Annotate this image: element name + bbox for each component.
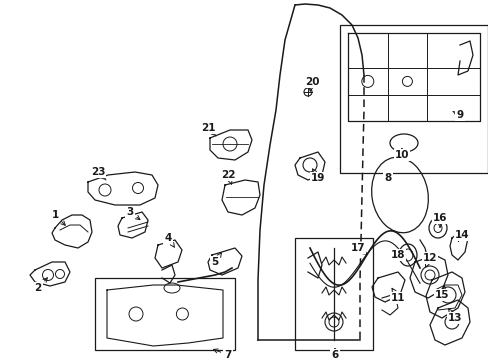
Bar bbox=[339, 25, 487, 173]
Text: 23: 23 bbox=[91, 167, 106, 180]
Bar bbox=[95, 278, 235, 350]
Text: 15: 15 bbox=[434, 286, 448, 300]
Text: 4: 4 bbox=[164, 233, 174, 247]
Text: 22: 22 bbox=[220, 170, 235, 184]
Text: 12: 12 bbox=[422, 253, 436, 267]
Text: 7: 7 bbox=[213, 349, 231, 360]
Text: 18: 18 bbox=[390, 250, 405, 260]
Text: 17: 17 bbox=[350, 243, 366, 255]
Text: 9: 9 bbox=[452, 110, 463, 120]
Text: 19: 19 bbox=[310, 169, 325, 183]
Text: 11: 11 bbox=[390, 288, 405, 303]
Text: 21: 21 bbox=[201, 123, 216, 136]
Text: 14: 14 bbox=[454, 230, 468, 241]
Text: 2: 2 bbox=[34, 278, 47, 293]
Text: 3: 3 bbox=[126, 207, 140, 220]
Text: 6: 6 bbox=[331, 349, 338, 360]
Text: 13: 13 bbox=[447, 309, 461, 323]
Text: 20: 20 bbox=[304, 77, 319, 91]
Bar bbox=[294, 238, 372, 350]
Text: 16: 16 bbox=[432, 213, 447, 227]
Text: 8: 8 bbox=[384, 173, 391, 183]
Text: 10: 10 bbox=[394, 149, 408, 160]
Text: 5: 5 bbox=[211, 253, 221, 267]
Text: 1: 1 bbox=[51, 210, 65, 225]
